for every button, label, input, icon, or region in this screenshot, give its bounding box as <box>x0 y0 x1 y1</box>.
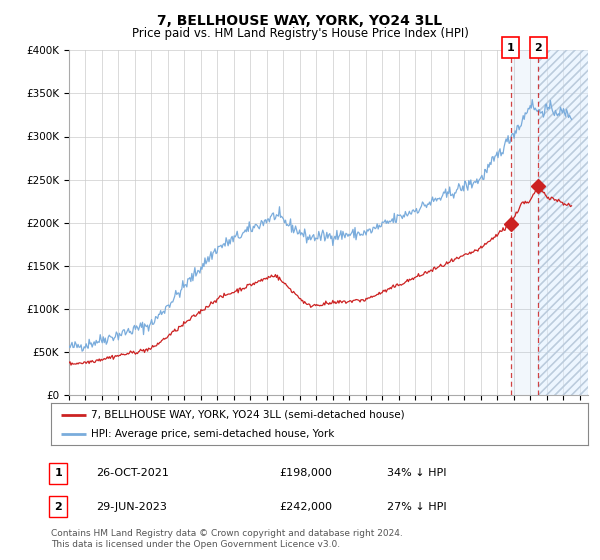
Text: 2: 2 <box>55 502 62 512</box>
Text: 2: 2 <box>535 43 542 53</box>
Text: 29-JUN-2023: 29-JUN-2023 <box>96 502 167 512</box>
Text: 34% ↓ HPI: 34% ↓ HPI <box>387 468 446 478</box>
Bar <box>538 50 588 395</box>
Text: 1: 1 <box>507 43 515 53</box>
Bar <box>538 50 588 395</box>
Bar <box>538 50 588 395</box>
Text: HPI: Average price, semi-detached house, York: HPI: Average price, semi-detached house,… <box>91 429 335 439</box>
Text: 7, BELLHOUSE WAY, YORK, YO24 3LL (semi-detached house): 7, BELLHOUSE WAY, YORK, YO24 3LL (semi-d… <box>91 409 405 419</box>
Text: Contains HM Land Registry data © Crown copyright and database right 2024.
This d: Contains HM Land Registry data © Crown c… <box>51 529 403 549</box>
Text: 26-OCT-2021: 26-OCT-2021 <box>96 468 169 478</box>
Text: 27% ↓ HPI: 27% ↓ HPI <box>387 502 446 512</box>
Text: Price paid vs. HM Land Registry's House Price Index (HPI): Price paid vs. HM Land Registry's House … <box>131 27 469 40</box>
Text: 1: 1 <box>55 468 62 478</box>
Text: 7, BELLHOUSE WAY, YORK, YO24 3LL: 7, BELLHOUSE WAY, YORK, YO24 3LL <box>157 14 443 28</box>
Bar <box>511 50 538 395</box>
Text: £198,000: £198,000 <box>279 468 332 478</box>
Text: £242,000: £242,000 <box>279 502 332 512</box>
